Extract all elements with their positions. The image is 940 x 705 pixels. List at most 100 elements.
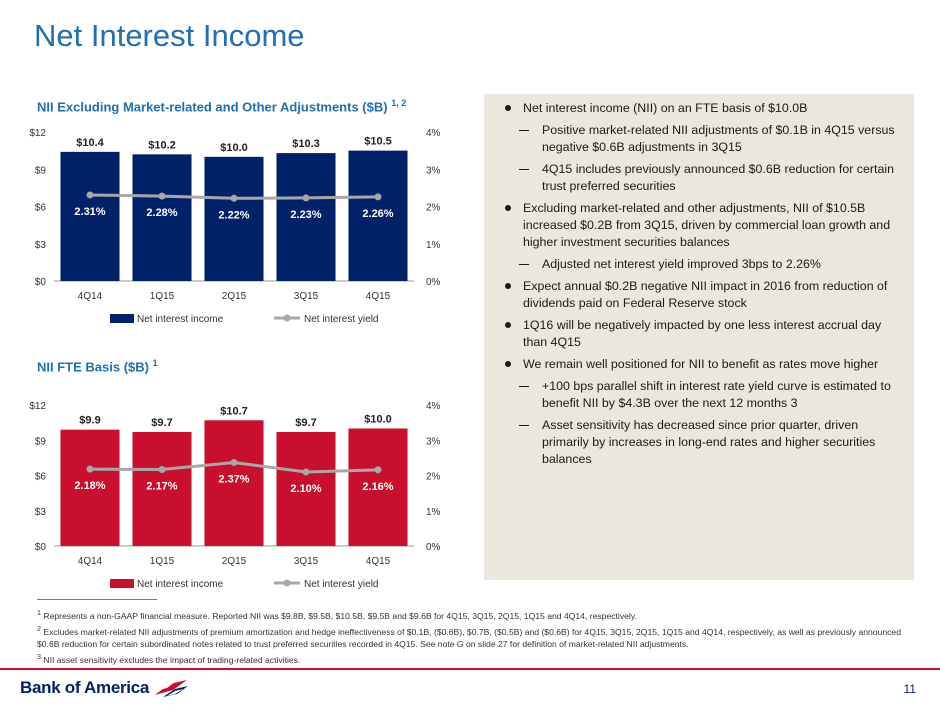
legend-label: Net interest yield xyxy=(304,314,378,325)
legend-label: Net interest income xyxy=(137,314,224,325)
footnote: 1 Represents a non-GAAP financial measur… xyxy=(37,608,917,622)
footnote-number: 2 xyxy=(37,625,41,634)
y-left-tick-label: $9 xyxy=(35,165,47,176)
bar xyxy=(132,432,192,546)
bullet-item: 1Q16 will be negatively impacted by one … xyxy=(505,317,905,351)
bullet-text: Net interest income (NII) on an FTE basi… xyxy=(523,101,808,115)
bar xyxy=(276,432,336,546)
yield-value-label: 2.28% xyxy=(146,207,177,219)
bar-value-label: $10.0 xyxy=(220,142,248,154)
y-right-tick-label: 2% xyxy=(426,203,441,214)
bar xyxy=(348,428,408,546)
bar-value-label: $10.3 xyxy=(292,138,320,150)
legend-label: Net interest yield xyxy=(304,579,378,590)
logo-text: Bank of America xyxy=(20,678,150,697)
yield-point xyxy=(374,193,382,201)
y-left-tick-label: $6 xyxy=(35,203,47,214)
footnote-divider xyxy=(37,599,157,600)
bar xyxy=(132,154,192,281)
yield-point xyxy=(158,466,166,474)
y-right-tick-label: 4% xyxy=(426,128,441,139)
chart-title-nii-fte: NII FTE Basis ($B) 1 xyxy=(37,358,158,374)
x-tick-label: 4Q15 xyxy=(366,291,391,302)
y-left-tick-label: $0 xyxy=(35,277,47,288)
footnote-number: 3 xyxy=(37,653,41,662)
bar xyxy=(348,150,408,281)
slide-title: Net Interest Income xyxy=(34,18,305,53)
bullet-dot-icon xyxy=(505,361,511,367)
yield-point xyxy=(374,466,382,474)
bullet-text: Positive market-related NII adjustments … xyxy=(542,123,895,154)
bar xyxy=(60,429,120,546)
y-left-tick-label: $12 xyxy=(29,401,46,412)
footnote: 2 Excludes market-related NII adjustment… xyxy=(37,624,917,650)
nii-fte-chart: $0 $3 $6 $9 $12 0% 1% 2% 3% 4% $9.9 4Q14 $9.7 1Q15 $10… xyxy=(29,401,441,590)
footnote-text: Represents a non-GAAP financial measure.… xyxy=(43,610,637,621)
dash-icon xyxy=(519,130,529,131)
yield-value-label: 2.10% xyxy=(290,483,321,495)
bar xyxy=(276,153,336,281)
y-right-tick-label: 2% xyxy=(426,472,441,483)
y-right-tick-label: 4% xyxy=(426,401,441,412)
bullet-text: Expect annual $0.2B negative NII impact … xyxy=(523,279,888,310)
yield-value-label: 2.37% xyxy=(218,473,249,485)
dash-icon xyxy=(519,264,529,265)
legend-swatch-marker xyxy=(283,314,291,322)
footnote-text: Excludes market-related NII adjustments … xyxy=(37,627,901,649)
y-right-tick-label: 3% xyxy=(426,436,441,447)
y-right-tick-label: 1% xyxy=(426,240,441,251)
y-left-tick-label: $0 xyxy=(35,542,47,553)
bullet-text: Adjusted net interest yield improved 3bp… xyxy=(542,257,821,271)
x-tick-label: 2Q15 xyxy=(222,556,247,567)
yield-value-label: 2.31% xyxy=(74,206,105,218)
x-tick-label: 3Q15 xyxy=(294,556,319,567)
flag-icon xyxy=(155,680,189,697)
bullet-item: Net interest income (NII) on an FTE basi… xyxy=(505,100,905,117)
bullet-item: We remain well positioned for NII to ben… xyxy=(505,356,905,373)
bar-value-label: $10.7 xyxy=(220,405,248,417)
yield-point xyxy=(302,194,310,202)
footnote-number: 1 xyxy=(37,609,41,617)
commentary-bullets: Net interest income (NII) on an FTE basi… xyxy=(505,100,905,473)
bullet-text: Asset sensitivity has decreased since pr… xyxy=(542,418,876,466)
bar-value-label: $10.2 xyxy=(148,139,176,151)
sub-bullet-item: Adjusted net interest yield improved 3bp… xyxy=(505,256,905,273)
bullet-item: Expect annual $0.2B negative NII impact … xyxy=(505,278,905,312)
bar-value-label: $10.5 xyxy=(364,136,392,148)
chart-title-text: NII Excluding Market-related and Other A… xyxy=(37,99,388,115)
yield-value-label: 2.26% xyxy=(362,208,393,220)
bar-value-label: $10.0 xyxy=(364,414,392,426)
sub-bullet-item: +100 bps parallel shift in interest rate… xyxy=(505,378,905,412)
bar-value-label: $10.4 xyxy=(76,137,104,149)
y-right-tick-label: 3% xyxy=(426,165,441,176)
legend-label: Net interest income xyxy=(137,579,224,590)
chart-title-superscript: 1 xyxy=(152,358,158,368)
bullet-text: 1Q16 will be negatively impacted by one … xyxy=(523,318,882,349)
y-left-tick-label: $12 xyxy=(29,128,46,139)
yield-value-label: 2.23% xyxy=(290,209,321,221)
bar xyxy=(60,151,120,281)
bullet-dot-icon xyxy=(505,322,511,328)
bullet-text: 4Q15 includes previously announced $0.6B… xyxy=(542,162,894,193)
nii-adjusted-chart: $0 $3 $6 $9 $12 0% 1% 2% 3% 4% $10.4 4Q14 $10.2 1Q15 $… xyxy=(29,128,441,325)
yield-value-label: 2.16% xyxy=(362,481,393,493)
bank-logo: Bank of America xyxy=(20,677,189,699)
dash-icon xyxy=(519,386,529,387)
bar-value-label: $9.7 xyxy=(295,417,316,429)
yield-point xyxy=(230,458,238,466)
bullet-text: Excluding market-related and other adjus… xyxy=(523,201,891,249)
chart-title-nii-adjusted: NII Excluding Market-related and Other A… xyxy=(37,98,406,114)
y-left-tick-label: $9 xyxy=(35,436,47,447)
legend-swatch-bar xyxy=(110,314,134,323)
y-right-tick-label: 1% xyxy=(426,507,441,518)
dash-icon xyxy=(519,425,529,426)
yield-point xyxy=(158,192,166,200)
bar-value-label: $9.7 xyxy=(151,417,172,429)
y-right-tick-label: 0% xyxy=(426,542,441,553)
footnote-text: NII asset sensitivity excludes the impac… xyxy=(43,655,301,666)
x-tick-label: 4Q14 xyxy=(78,291,103,302)
bar-value-label: $9.9 xyxy=(79,415,100,427)
x-tick-label: 4Q14 xyxy=(78,556,103,567)
legend-swatch-marker xyxy=(283,579,291,587)
y-left-tick-label: $6 xyxy=(35,472,47,483)
